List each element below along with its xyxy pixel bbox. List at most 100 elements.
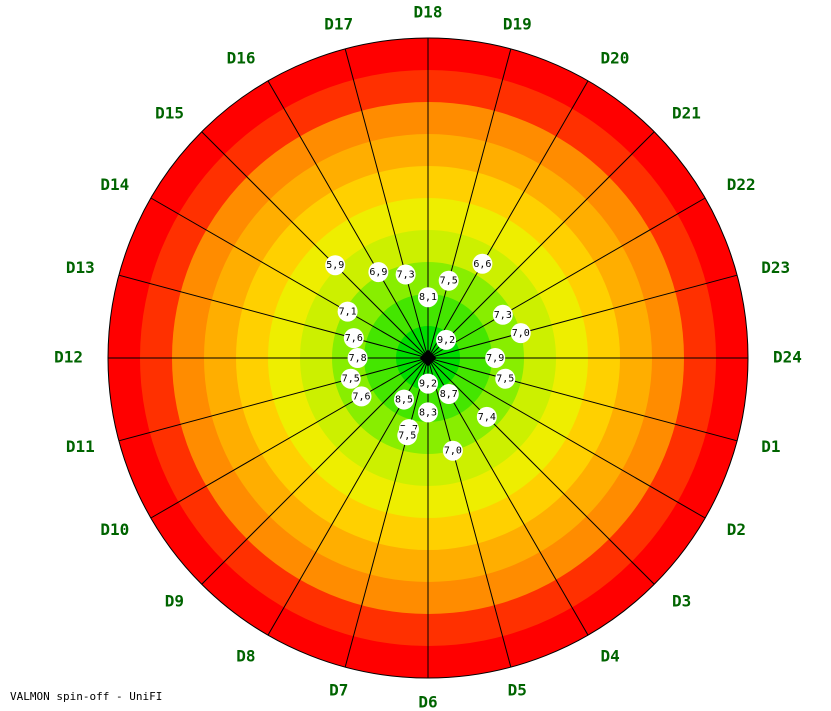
value-point: 7,5 bbox=[438, 270, 459, 291]
value-point-marker bbox=[347, 348, 368, 368]
direction-label-d18: D18 bbox=[414, 3, 443, 22]
value-point: 7,5 bbox=[340, 368, 361, 389]
value-point-marker bbox=[325, 255, 346, 276]
value-point-marker bbox=[495, 368, 516, 389]
value-point-marker bbox=[395, 264, 416, 285]
value-point: 7,0 bbox=[442, 440, 463, 461]
direction-label-d15: D15 bbox=[155, 104, 184, 123]
value-point-label: 7,6 bbox=[345, 333, 363, 344]
spoke-d23 bbox=[427, 274, 738, 359]
value-point-label: 7,5 bbox=[398, 430, 416, 441]
value-point: 8,3 bbox=[418, 402, 438, 423]
value-point-marker bbox=[442, 440, 463, 461]
value-point-marker bbox=[418, 287, 438, 308]
value-point: 7,3 bbox=[395, 264, 416, 285]
direction-label-d2: D2 bbox=[727, 520, 746, 539]
value-point: 7,5 bbox=[397, 425, 418, 446]
spoke-d3 bbox=[427, 357, 655, 585]
value-point: 9,2 bbox=[418, 373, 438, 394]
value-point: 7,1 bbox=[337, 301, 358, 322]
value-point-label: 7,0 bbox=[512, 328, 530, 339]
value-point: 8,1 bbox=[418, 287, 438, 308]
value-point-label: 8,5 bbox=[395, 395, 413, 406]
direction-label-d10: D10 bbox=[100, 520, 129, 539]
value-point-marker bbox=[340, 368, 361, 389]
value-point: 7,6 bbox=[343, 328, 364, 349]
value-point-label: 7,8 bbox=[349, 353, 367, 364]
value-point-marker bbox=[492, 304, 513, 325]
value-point-marker bbox=[485, 348, 506, 368]
spoke-d7 bbox=[344, 357, 429, 668]
value-point-marker bbox=[438, 270, 459, 291]
value-point: 8,7 bbox=[438, 384, 459, 405]
direction-label-d5: D5 bbox=[508, 681, 527, 700]
value-point-label: 9,2 bbox=[419, 379, 437, 390]
value-point-label: 5,9 bbox=[326, 260, 344, 271]
value-point: 6,9 bbox=[368, 262, 389, 283]
value-point-label: 6,9 bbox=[369, 267, 387, 278]
value-point-marker bbox=[418, 402, 438, 423]
spoke-d16 bbox=[267, 80, 429, 359]
value-point: 7,4 bbox=[476, 406, 497, 427]
spoke-d20 bbox=[427, 80, 589, 359]
value-point-label: 7,4 bbox=[478, 412, 496, 423]
value-point-label: 7,6 bbox=[352, 391, 370, 402]
direction-label-d24: D24 bbox=[773, 348, 802, 367]
value-point-marker bbox=[337, 301, 358, 322]
value-point-marker bbox=[436, 329, 457, 350]
direction-label-d8: D8 bbox=[236, 646, 255, 665]
direction-label-d19: D19 bbox=[503, 14, 532, 33]
value-point-label: 7,5 bbox=[342, 374, 360, 385]
value-point: 7,9 bbox=[485, 348, 506, 368]
value-point-label: 8,1 bbox=[419, 292, 437, 303]
spoke-d4 bbox=[427, 357, 589, 636]
direction-label-d23: D23 bbox=[761, 258, 790, 277]
value-point-label: 7,3 bbox=[397, 270, 415, 281]
value-point: 8,5 bbox=[394, 389, 414, 410]
value-point-marker bbox=[368, 262, 389, 283]
direction-labels: D1 D2 D3 D4 D5 D6 D7 D8 D9 D10 D11 D12 D13 D14 D15 D16 D… bbox=[54, 3, 802, 711]
value-point-marker bbox=[472, 253, 493, 274]
direction-label-d17: D17 bbox=[324, 14, 353, 33]
value-point: 7,8 bbox=[347, 348, 368, 368]
direction-label-d6: D6 bbox=[418, 693, 437, 711]
value-point-label: 7,0 bbox=[444, 446, 462, 457]
value-point: 7,3 bbox=[492, 304, 513, 325]
direction-label-d1: D1 bbox=[761, 437, 780, 456]
direction-label-d16: D16 bbox=[227, 49, 256, 68]
direction-label-d7: D7 bbox=[329, 681, 348, 700]
direction-label-d11: D11 bbox=[66, 437, 95, 456]
spoke-d22 bbox=[427, 197, 706, 359]
value-point-marker bbox=[418, 373, 438, 394]
spoke-d1 bbox=[427, 357, 738, 442]
footer-credit: VALMON spin-off - UniFI bbox=[10, 690, 163, 703]
spoke-d10 bbox=[150, 357, 429, 519]
direction-label-d13: D13 bbox=[66, 258, 95, 277]
spoke-d19 bbox=[427, 48, 512, 359]
direction-label-d20: D20 bbox=[601, 49, 630, 68]
value-point-marker bbox=[397, 425, 418, 446]
spoke-d9 bbox=[201, 357, 429, 585]
value-point-marker bbox=[394, 389, 414, 410]
value-point-marker bbox=[351, 386, 372, 407]
direction-label-d3: D3 bbox=[672, 591, 691, 610]
spoke-d15 bbox=[201, 131, 429, 359]
value-point: 7,0 bbox=[510, 323, 531, 344]
spoke-d2 bbox=[427, 357, 706, 519]
spoke-d13 bbox=[118, 274, 429, 359]
value-point-label: 7,1 bbox=[339, 307, 357, 318]
direction-label-d4: D4 bbox=[601, 646, 620, 665]
value-point-marker bbox=[476, 406, 497, 427]
spoke-d21 bbox=[427, 131, 655, 359]
value-point-marker bbox=[438, 384, 459, 405]
center-marker bbox=[419, 349, 437, 367]
value-point-label: 8,3 bbox=[419, 407, 437, 418]
direction-label-d9: D9 bbox=[165, 591, 184, 610]
direction-label-d12: D12 bbox=[54, 348, 83, 367]
value-point: 5,9 bbox=[325, 255, 346, 276]
value-point-marker bbox=[510, 323, 531, 344]
direction-label-d14: D14 bbox=[100, 175, 129, 194]
value-point-label: 8,7 bbox=[440, 389, 458, 400]
value-point-marker bbox=[343, 328, 364, 349]
